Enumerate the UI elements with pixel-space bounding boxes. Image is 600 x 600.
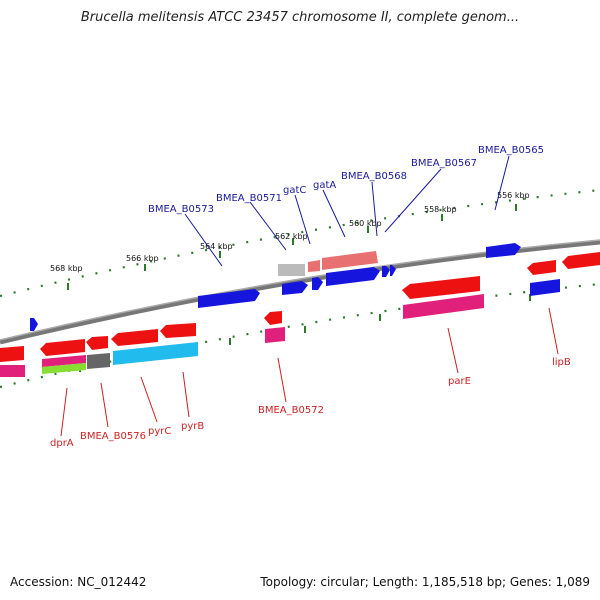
gene-BMEA_B0573[interactable] xyxy=(198,289,260,308)
label-gatA[interactable]: gatA xyxy=(313,180,336,191)
label-pyrC[interactable]: pyrC xyxy=(148,426,171,437)
label-lipB[interactable]: lipB xyxy=(552,357,571,368)
gene-dprA-green[interactable] xyxy=(42,363,86,374)
gene-BMEA_B0568[interactable] xyxy=(382,266,390,277)
label-BMEA_B0573[interactable]: BMEA_B0573 xyxy=(148,204,214,215)
gene-pyrC-cyan[interactable] xyxy=(113,342,198,365)
gene-salmon-small[interactable] xyxy=(308,260,320,272)
gene-right-forward[interactable] xyxy=(530,279,560,296)
gene-parE-pink[interactable] xyxy=(403,294,484,319)
label-gatC[interactable]: gatC xyxy=(283,185,306,196)
label-parE[interactable]: parE xyxy=(448,376,471,387)
tick-label-568: 568 kbp xyxy=(50,264,83,273)
gene-lipB-red[interactable] xyxy=(527,260,556,275)
inner-tick-ring xyxy=(0,282,600,389)
gene-BMEA_B0576-red[interactable] xyxy=(86,336,108,350)
outer-major-ticks xyxy=(67,204,517,290)
map-title: Brucella melitensis ATCC 23457 chromosom… xyxy=(80,10,520,25)
gene-left-pink[interactable] xyxy=(0,365,25,377)
topology-text: Topology: circular; Length: 1,185,518 bp… xyxy=(260,575,590,589)
gene-pyrB-red[interactable] xyxy=(160,323,196,338)
gene-right-reverse[interactable] xyxy=(562,252,600,269)
bottom-leader-lines xyxy=(60,307,559,437)
gene-salmon-large[interactable] xyxy=(322,251,378,270)
bottom-labels: dprA BMEA_B0576 pyrC pyrB BMEA_B0572 par… xyxy=(50,357,571,449)
gene-gatA[interactable] xyxy=(326,267,380,286)
gene-pyrC-red[interactable] xyxy=(111,329,158,346)
gene-gatC[interactable] xyxy=(312,277,323,290)
tick-label-558: 558 kbp xyxy=(424,205,457,214)
label-BMEA_B0572[interactable]: BMEA_B0572 xyxy=(258,405,324,416)
tick-label-556: 556 kbp xyxy=(497,191,530,200)
label-dprA[interactable]: dprA xyxy=(50,438,74,449)
forward-strand-genes xyxy=(30,243,560,331)
gene-BMEA_B0572-pink[interactable] xyxy=(265,327,285,343)
tick-label-562: 562 kbp xyxy=(275,232,308,241)
gene-BMEA_B0567[interactable] xyxy=(390,265,396,276)
tick-label-560: 560 kbp xyxy=(349,219,382,228)
accession-text: Accession: NC_012442 xyxy=(10,575,147,589)
tick-label-566: 566 kbp xyxy=(126,254,159,263)
tick-label-564: 564 kbp xyxy=(200,242,233,251)
label-BMEA_B0565[interactable]: BMEA_B0565 xyxy=(478,145,544,156)
top-labels: BMEA_B0573 BMEA_B0571 gatC gatA BMEA_B05… xyxy=(148,145,544,215)
tick-labels: 568 kbp 566 kbp 564 kbp 562 kbp 560 kbp … xyxy=(50,191,530,273)
gene-parE-red[interactable] xyxy=(402,276,480,299)
label-BMEA_B0567[interactable]: BMEA_B0567 xyxy=(411,158,477,169)
reverse-strand-genes xyxy=(0,252,600,377)
gene-BMEA_B0571[interactable] xyxy=(282,281,308,295)
gene-BMEA_B0572-red[interactable] xyxy=(264,311,282,325)
gene-left-reverse[interactable] xyxy=(0,346,24,362)
label-pyrB[interactable]: pyrB xyxy=(181,421,204,432)
gene-BMEA_B0565[interactable] xyxy=(486,243,521,258)
gene-gray-top[interactable] xyxy=(278,264,305,276)
label-BMEA_B0568[interactable]: BMEA_B0568 xyxy=(341,171,407,182)
gene-BMEA_B0576-gray[interactable] xyxy=(87,353,110,369)
gene-left-forward[interactable] xyxy=(30,318,38,331)
label-BMEA_B0571[interactable]: BMEA_B0571 xyxy=(216,193,282,204)
gene-dprA[interactable] xyxy=(40,339,85,356)
label-BMEA_B0576[interactable]: BMEA_B0576 xyxy=(80,431,146,442)
top-leader-lines xyxy=(184,155,510,267)
